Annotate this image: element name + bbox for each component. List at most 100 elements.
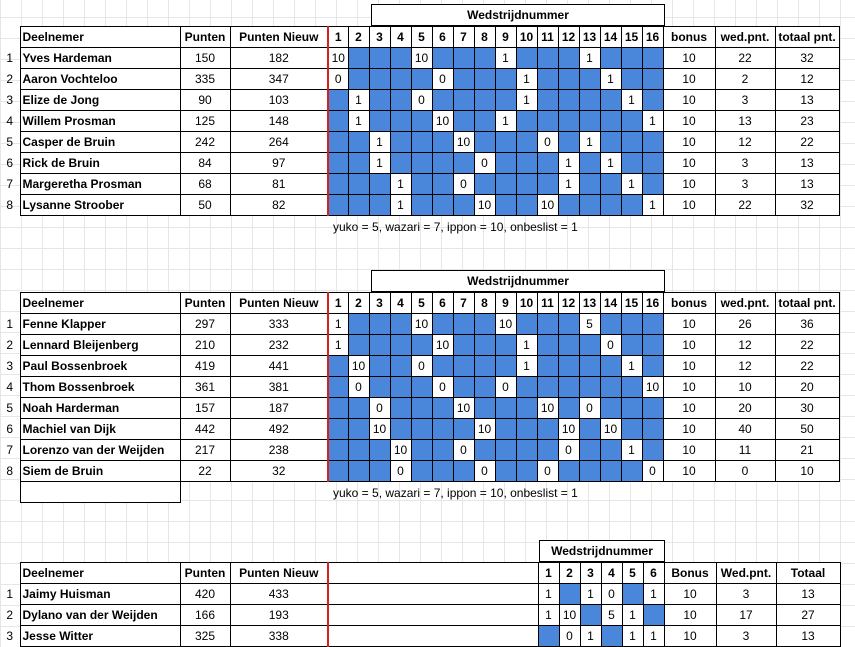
match-cell-score: 10 (536, 194, 559, 216)
points-new-value: 232 (229, 334, 329, 356)
header-punten-nieuw: Punten Nieuw (229, 562, 329, 584)
bonus-value: 10 (663, 625, 717, 647)
header-deelnemer: Deelnemer (19, 292, 181, 314)
match-cell-empty (599, 460, 622, 482)
points-new-value: 264 (229, 131, 329, 153)
match-cell-score: 10 (473, 418, 496, 440)
match-cell-empty (431, 439, 454, 461)
table-row: 2 Aaron Vochteloo 335 347 0 0 1 1 10 2 12 (0, 68, 840, 90)
row-index: 2 (6, 338, 14, 352)
points-value: 125 (179, 110, 231, 132)
row-index: 8 (6, 198, 14, 212)
table-row: 3 Elize de Jong 90 103 1 0 1 1 10 3 13 (0, 89, 840, 111)
total-value: 13 (775, 625, 841, 647)
match-cell-empty (515, 152, 538, 174)
match-cell-empty (641, 152, 664, 174)
match-cell-empty (578, 355, 601, 377)
match-cell-empty (327, 194, 349, 216)
points-value: 297 (179, 313, 231, 335)
match-cell-score: 1 (368, 131, 391, 153)
match-cell-empty (452, 460, 475, 482)
points-new-value: 81 (229, 173, 329, 195)
match-cell-empty (537, 625, 560, 647)
header-bonus: Bonus (663, 562, 717, 584)
match-table-1: Wedstrijdnummer Deelnemer Punten Punten Nie… (0, 0, 855, 240)
points-new-value: 441 (229, 355, 329, 377)
match-cell-score: 1 (620, 173, 643, 195)
match-cell-score: 1 (642, 583, 665, 605)
points-new-value: 347 (229, 68, 329, 90)
points-value: 68 (179, 173, 231, 195)
match-cell-empty (557, 110, 580, 132)
match-cell-score: 1 (389, 194, 412, 216)
match-cell-score: 1 (347, 89, 370, 111)
row-index: 8 (6, 464, 14, 478)
match-cell-score: 10 (431, 334, 454, 356)
points-value: 84 (179, 152, 231, 174)
match-cell-score: 10 (452, 131, 475, 153)
match-cell-empty (327, 355, 349, 377)
row-index: 4 (6, 380, 14, 394)
group-header-wedstrijdnummer: Wedstrijdnummer (371, 4, 665, 26)
match-cell-empty (431, 397, 454, 419)
match-cell-empty (368, 110, 391, 132)
match-points-value: 3 (715, 583, 777, 605)
match-cell-empty (536, 152, 559, 174)
header-totaal: totaal pnt. (774, 292, 840, 314)
match-cell-empty (452, 68, 475, 90)
match-cell-empty (327, 173, 349, 195)
match-cell-empty (599, 397, 622, 419)
match-cell-score: 1 (579, 583, 602, 605)
header-match-8: 8 (473, 292, 496, 314)
match-cell-empty (515, 194, 538, 216)
match-cell-empty (579, 604, 602, 626)
match-cell-empty (494, 131, 517, 153)
match-cell-empty (452, 376, 475, 398)
match-cell-empty (599, 89, 622, 111)
match-cell-empty (389, 110, 412, 132)
header-match-16: 16 (641, 292, 664, 314)
match-cell-score: 0 (389, 460, 412, 482)
row-index: 1 (6, 51, 14, 65)
points-value: 335 (179, 68, 231, 90)
match-cell-score: 0 (452, 173, 475, 195)
header-match-6: 6 (642, 562, 665, 584)
match-cell-empty (410, 173, 433, 195)
match-cell-score: 10 (557, 418, 580, 440)
header-punten-nieuw: Punten Nieuw (229, 26, 329, 48)
points-new-value: 82 (229, 194, 329, 216)
participant-name: Dylano van der Weijden (19, 604, 181, 626)
participant-name: Willem Prosman (19, 110, 181, 132)
match-cell-empty (515, 131, 538, 153)
match-cell-empty (473, 110, 496, 132)
match-cell-empty (410, 68, 433, 90)
table-row: 5 Noah Harderman 157 187 0 10 10 0 10 20 30 (0, 397, 840, 419)
match-cell-empty (473, 68, 496, 90)
points-value: 150 (179, 47, 231, 69)
match-cell-empty (368, 460, 391, 482)
row-index: 5 (6, 135, 14, 149)
match-cell-score: 10 (347, 355, 370, 377)
match-cell-empty (410, 376, 433, 398)
match-cell-empty (557, 334, 580, 356)
row-index: 7 (6, 177, 14, 191)
match-cell-empty (515, 397, 538, 419)
scores-table: Deelnemer Punten Punten Nieuw 1 2 3 4 5 6 7 8 9 10 11… (0, 292, 840, 503)
row-index: 6 (6, 156, 14, 170)
match-cell-score: 1 (620, 89, 643, 111)
match-cell-score: 10 (494, 313, 517, 335)
match-cell-empty (473, 439, 496, 461)
match-cell-score: 10 (641, 376, 664, 398)
match-cell-empty (473, 397, 496, 419)
match-cell-empty (557, 376, 580, 398)
participant-name: Aaron Vochteloo (19, 68, 181, 90)
match-points-value: 2 (714, 68, 776, 90)
match-cell-empty (494, 89, 517, 111)
match-cell-empty (410, 397, 433, 419)
match-cell-score: 10 (558, 604, 581, 626)
empty-cell (19, 481, 181, 503)
match-cell-score: 0 (368, 397, 391, 419)
match-cell-empty (558, 583, 581, 605)
header-match-4: 4 (600, 562, 623, 584)
points-new-value: 182 (229, 47, 329, 69)
